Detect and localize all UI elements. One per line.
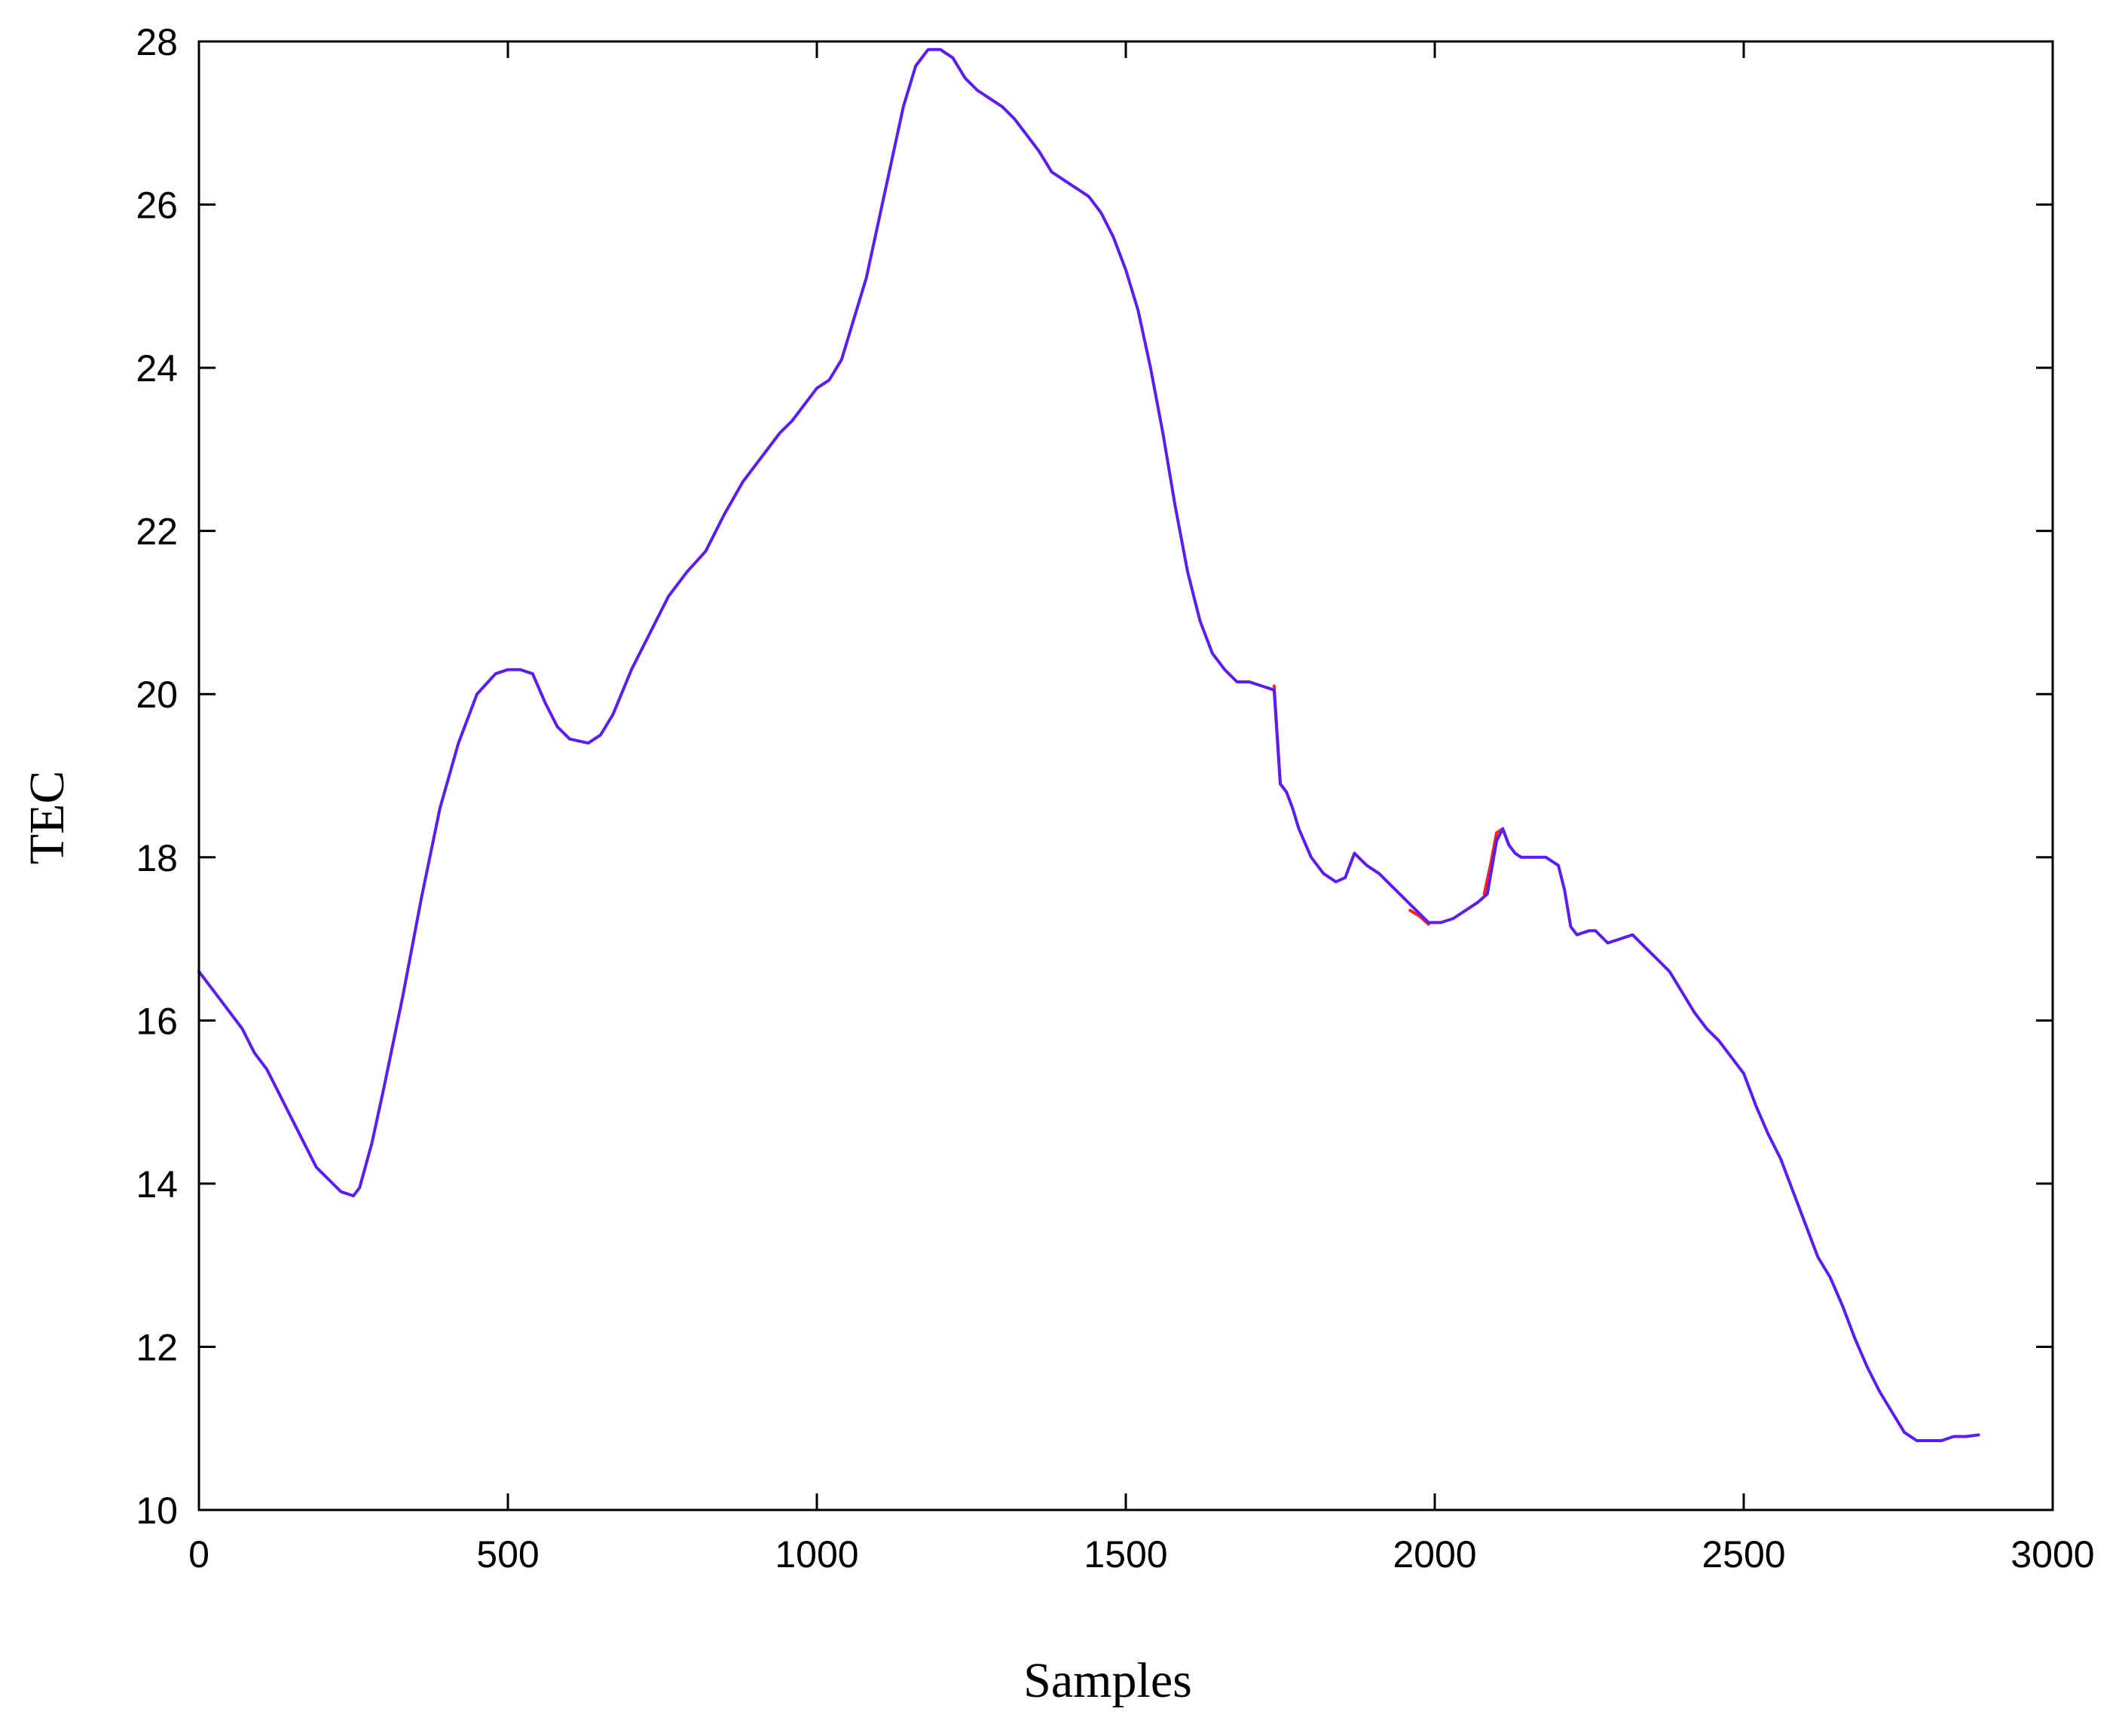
y-tick-label: 16 (136, 1000, 178, 1042)
series-layer (197, 47, 1980, 1442)
x-tick-label: 0 (188, 1533, 209, 1576)
x-axis-title: Samples (1023, 1653, 1192, 1708)
y-tick-label: 14 (136, 1163, 178, 1206)
y-tick-label: 20 (136, 674, 178, 716)
series-line-3 (197, 47, 1980, 1442)
x-tick-label: 1000 (775, 1533, 858, 1576)
y-tick-label: 26 (136, 185, 178, 227)
y-tick-label: 28 (136, 21, 178, 63)
y-tick-label: 18 (136, 837, 178, 879)
y-axis-title: TEC (20, 771, 75, 865)
y-tick-label: 10 (136, 1490, 178, 1532)
x-tick-label: 2500 (1702, 1533, 1785, 1576)
y-tick-label: 24 (136, 347, 178, 390)
y-tick-label: 12 (136, 1326, 178, 1368)
x-tick-label: 500 (476, 1533, 539, 1576)
x-tick-label: 1500 (1084, 1533, 1167, 1576)
x-tick-label: 2000 (1393, 1533, 1476, 1576)
tick-layer: 0 500 1000 1500 2000 2500 3000 10 12 14 16 18 20 22 24… (136, 21, 2094, 1576)
x-tick-label: 3000 (2010, 1533, 2094, 1576)
y-tick-label: 22 (136, 511, 178, 553)
